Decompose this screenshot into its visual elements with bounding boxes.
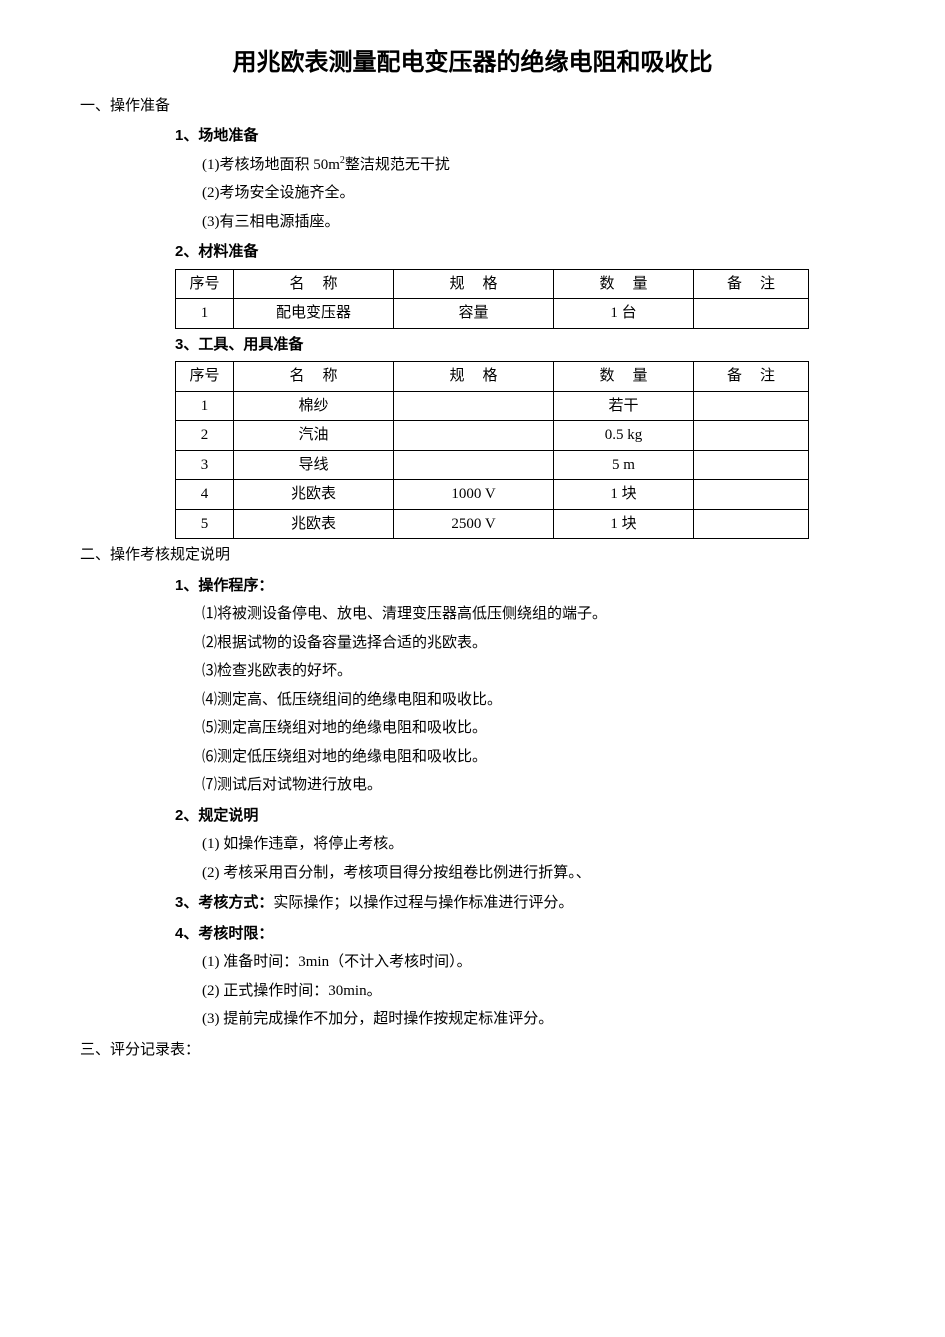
s2-p1-l1: ⑴将被测设备停电、放电、清理变压器高低压侧绕组的端子。 (202, 600, 865, 629)
s2-p1-l7: ⑺测试后对试物进行放电。 (202, 771, 865, 800)
section-2-heading: 二、操作考核规定说明 (80, 541, 865, 570)
s1-p1-line2: (2)考场安全设施齐全。 (202, 179, 865, 208)
table-row: 3 导线 5 m (176, 450, 809, 480)
s2-p4-l2: (2) 正式操作时间：30min。 (202, 977, 865, 1006)
td-qty: 5 m (554, 450, 694, 480)
s1-p1-line1a: (1)考核场地面积 50m (202, 157, 340, 173)
td-name: 导线 (234, 450, 394, 480)
td-name: 兆欧表 (234, 480, 394, 510)
td-rem (694, 299, 809, 329)
td-spec (394, 391, 554, 421)
table-header-row: 序号 名称 规格 数量 备注 (176, 362, 809, 392)
th-qty: 数量 (554, 269, 694, 299)
section-3-heading: 三、评分记录表： (80, 1036, 865, 1065)
td-spec (394, 421, 554, 451)
s2-p1-l5: ⑸测定高压绕组对地的绝缘电阻和吸收比。 (202, 714, 865, 743)
s2-p2-l2: (2) 考核采用百分制，考核项目得分按组卷比例进行折算。、 (202, 859, 865, 888)
tools-table: 序号 名称 规格 数量 备注 1 棉纱 若干 2 汽油 0.5 kg 3 导线 … (175, 361, 809, 539)
td-qty: 1 块 (554, 509, 694, 539)
s1-p1-heading: 1、场地准备 (175, 122, 865, 151)
td-qty: 若干 (554, 391, 694, 421)
td-seq: 4 (176, 480, 234, 510)
s2-p4-heading: 4、考核时限： (175, 920, 865, 949)
s2-p3-text: 实际操作；以操作过程与操作标准进行评分。 (273, 895, 573, 911)
td-seq: 2 (176, 421, 234, 451)
s2-p1-heading: 1、操作程序： (175, 572, 865, 601)
section-1-heading: 一、操作准备 (80, 92, 865, 121)
s1-p3-heading: 3、工具、用具准备 (175, 331, 865, 360)
th-qty: 数量 (554, 362, 694, 392)
s2-p4-l3: (3) 提前完成操作不加分，超时操作按规定标准评分。 (202, 1005, 865, 1034)
s2-p4-l1: (1) 准备时间：3min（不计入考核时间）。 (202, 948, 865, 977)
s2-p1-l2: ⑵根据试物的设备容量选择合适的兆欧表。 (202, 629, 865, 658)
s2-p1-l4: ⑷测定高、低压绕组间的绝缘电阻和吸收比。 (202, 686, 865, 715)
td-rem (694, 391, 809, 421)
table-row: 4 兆欧表 1000 V 1 块 (176, 480, 809, 510)
td-name: 配电变压器 (234, 299, 394, 329)
th-spec: 规格 (394, 362, 554, 392)
td-seq: 5 (176, 509, 234, 539)
td-name: 兆欧表 (234, 509, 394, 539)
table-row: 1 配电变压器 容量 1 台 (176, 299, 809, 329)
s2-p3-label: 3、考核方式： (175, 894, 273, 911)
th-name: 名称 (234, 362, 394, 392)
td-spec: 2500 V (394, 509, 554, 539)
td-rem (694, 450, 809, 480)
td-spec: 容量 (394, 299, 554, 329)
s2-p3: 3、考核方式：实际操作；以操作过程与操作标准进行评分。 (175, 889, 865, 918)
th-seq: 序号 (176, 269, 234, 299)
td-seq: 3 (176, 450, 234, 480)
td-name: 棉纱 (234, 391, 394, 421)
td-spec (394, 450, 554, 480)
th-name: 名称 (234, 269, 394, 299)
s2-p2-l1: (1) 如操作违章，将停止考核。 (202, 830, 865, 859)
td-name: 汽油 (234, 421, 394, 451)
td-qty: 1 块 (554, 480, 694, 510)
table-header-row: 序号 名称 规格 数量 备注 (176, 269, 809, 299)
table-row: 5 兆欧表 2500 V 1 块 (176, 509, 809, 539)
s1-p1-line1b: 整洁规范无干扰 (345, 157, 450, 173)
th-rem: 备注 (694, 362, 809, 392)
s1-p1-line1: (1)考核场地面积 50m2整洁规范无干扰 (202, 151, 865, 180)
td-qty: 0.5 kg (554, 421, 694, 451)
td-qty: 1 台 (554, 299, 694, 329)
s1-p2-heading: 2、材料准备 (175, 238, 865, 267)
th-rem: 备注 (694, 269, 809, 299)
s1-p1-line3: (3)有三相电源插座。 (202, 208, 865, 237)
materials-table: 序号 名称 规格 数量 备注 1 配电变压器 容量 1 台 (175, 269, 809, 329)
s2-p1-l3: ⑶检查兆欧表的好坏。 (202, 657, 865, 686)
th-seq: 序号 (176, 362, 234, 392)
page-title: 用兆欧表测量配电变压器的绝缘电阻和吸收比 (80, 40, 865, 86)
td-spec: 1000 V (394, 480, 554, 510)
table-row: 2 汽油 0.5 kg (176, 421, 809, 451)
td-rem (694, 480, 809, 510)
td-seq: 1 (176, 391, 234, 421)
table-row: 1 棉纱 若干 (176, 391, 809, 421)
td-rem (694, 509, 809, 539)
s2-p2-heading: 2、规定说明 (175, 802, 865, 831)
s2-p1-l6: ⑹测定低压绕组对地的绝缘电阻和吸收比。 (202, 743, 865, 772)
th-spec: 规格 (394, 269, 554, 299)
td-rem (694, 421, 809, 451)
td-seq: 1 (176, 299, 234, 329)
